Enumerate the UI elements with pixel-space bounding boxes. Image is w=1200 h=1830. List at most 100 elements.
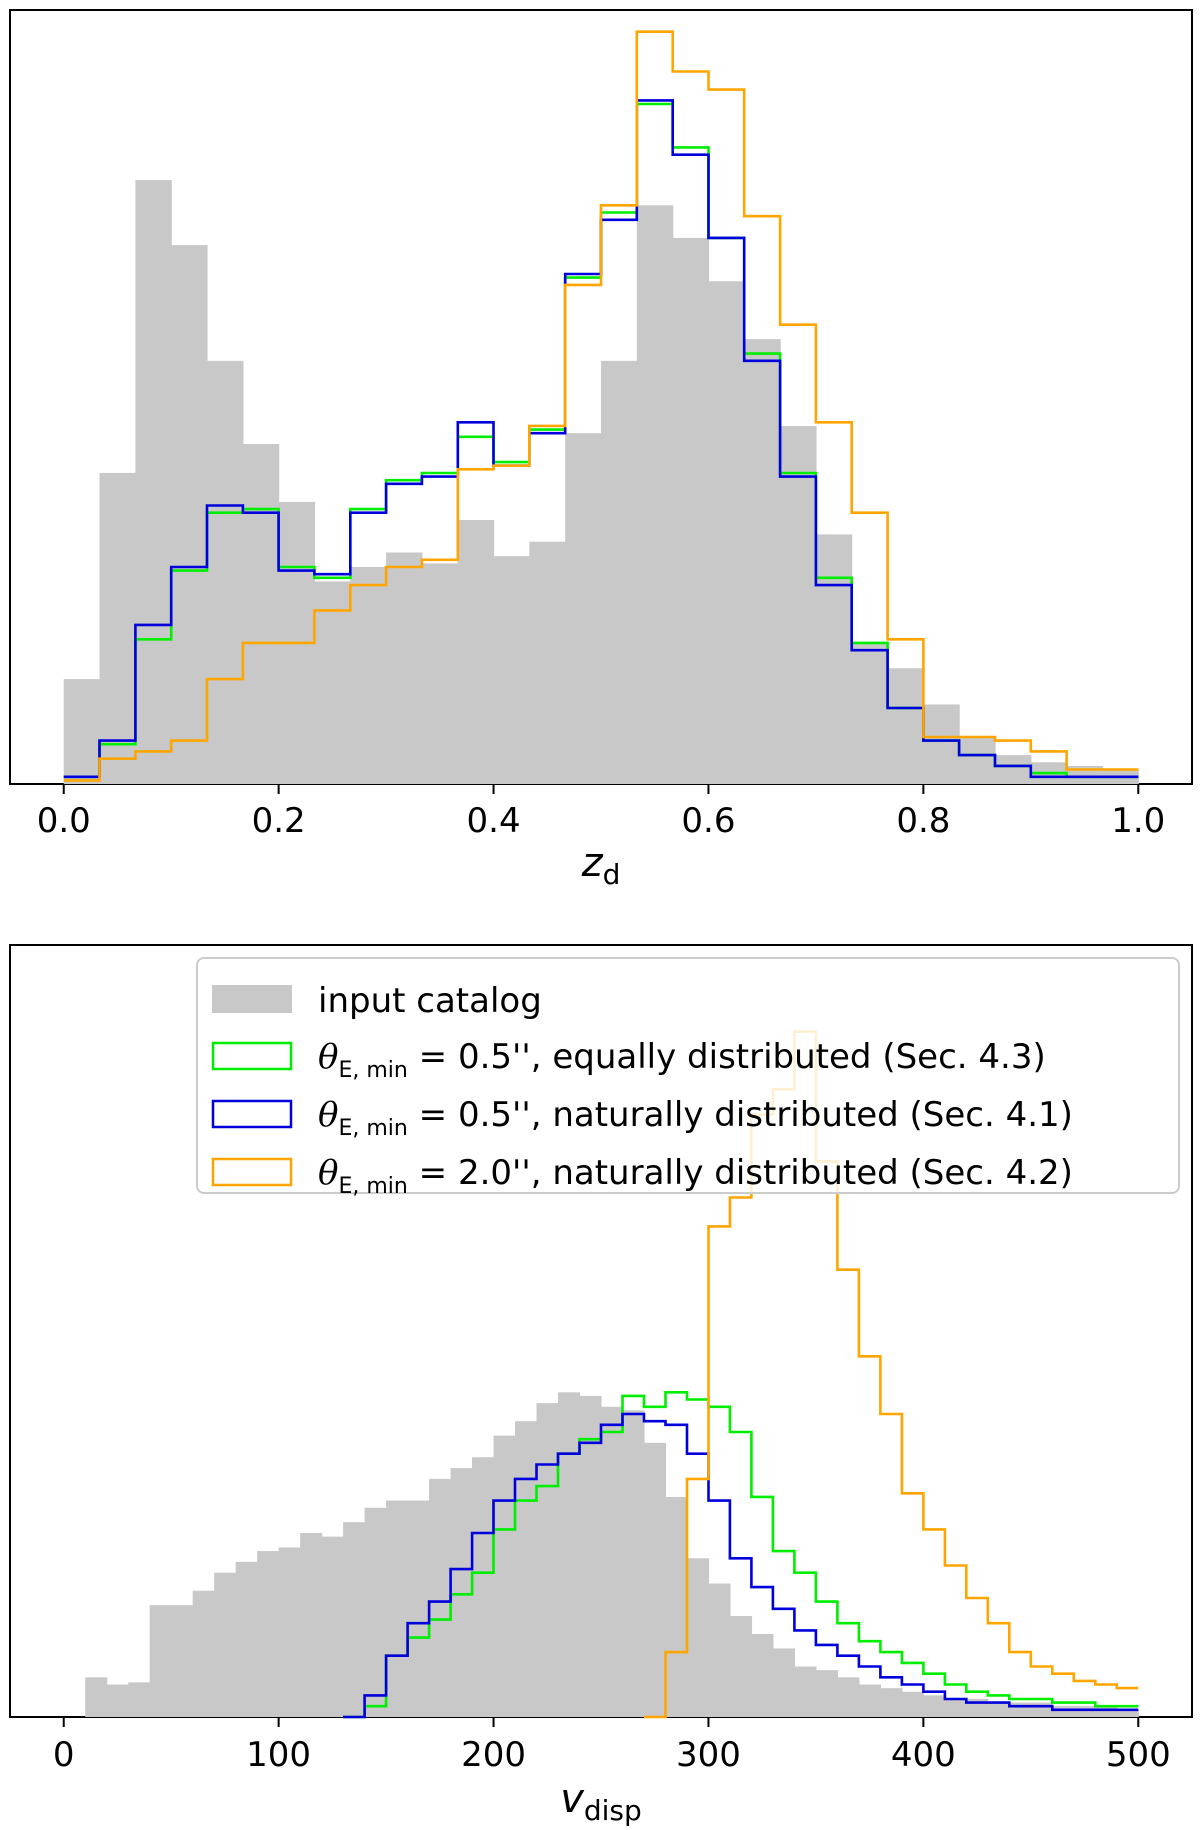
- x-tick-label: 200: [461, 1735, 526, 1775]
- catalog-bar: [99, 472, 136, 784]
- catalog-bar: [851, 642, 889, 784]
- step-series-1: [343, 1391, 1139, 1719]
- catalog-bar: [1052, 1706, 1075, 1717]
- legend-swatch-equally-05: [211, 1041, 293, 1071]
- x-tick-label: 300: [676, 1735, 741, 1775]
- x-tick-label: 0.2: [252, 801, 306, 841]
- x-axis-label-bottom: vdisp: [560, 1776, 642, 1827]
- x-tick-label: 0.8: [896, 801, 950, 841]
- legend-swatch-naturally-20: [211, 1157, 293, 1187]
- catalog-bar: [744, 339, 781, 784]
- catalog-bar: [794, 1666, 817, 1717]
- catalog-bar: [63, 679, 101, 784]
- catalog-bar: [901, 1691, 924, 1717]
- catalog-bar: [242, 444, 280, 784]
- catalog-bar: [1116, 1709, 1139, 1717]
- catalog-bar: [558, 1392, 581, 1717]
- catalog-bar: [457, 519, 495, 784]
- catalog-bar: [858, 1684, 881, 1717]
- x-tick-label: 0.0: [37, 801, 91, 841]
- catalog-bar: [772, 1648, 796, 1717]
- catalog-bar: [944, 1698, 967, 1717]
- catalog-bar: [643, 1442, 667, 1717]
- x-tick-label: 0.4: [467, 801, 521, 841]
- catalog-bar: [995, 755, 1032, 784]
- catalog-bar: [106, 1684, 129, 1717]
- catalog-bar: [321, 1536, 344, 1717]
- step-lines-bottom: [343, 1030, 1139, 1719]
- catalog-bar: [85, 1677, 108, 1717]
- legend-label-catalog: input catalog: [318, 981, 542, 1021]
- catalog-bar: [149, 1605, 172, 1717]
- catalog-bar: [837, 1677, 860, 1717]
- catalog-bar: [515, 1421, 538, 1717]
- catalog-bar: [815, 534, 853, 784]
- catalog-bar: [493, 1435, 516, 1717]
- catalog-bar: [386, 1500, 409, 1717]
- x-tick-label: 1.0: [1111, 801, 1165, 841]
- catalog-bar: [450, 1468, 473, 1717]
- catalog-bar: [708, 1583, 731, 1717]
- catalog-bar: [565, 433, 602, 784]
- catalog-bar: [672, 237, 710, 785]
- catalog-bar: [579, 1395, 602, 1717]
- step-lines-top: [63, 30, 1139, 782]
- catalog-bar: [206, 360, 244, 784]
- catalog-bar: [386, 552, 423, 784]
- step-series-3: [63, 30, 1139, 782]
- legend: input catalog θE, min = 0.5'', equally d…: [196, 957, 1180, 1199]
- catalog-bar: [1073, 1706, 1096, 1717]
- catalog-bar: [278, 1547, 301, 1717]
- catalog-bar: [235, 1561, 258, 1717]
- catalog-bar: [1095, 1706, 1118, 1717]
- x-tick-label: 0.6: [681, 801, 735, 841]
- x-ticks-bottom: 0 100 200 300 400 500: [53, 1717, 1171, 1775]
- legend-box: [196, 957, 1180, 1194]
- x-tick-label: 100: [246, 1735, 311, 1775]
- catalog-bar: [622, 1410, 645, 1717]
- catalog-bar: [923, 704, 960, 784]
- catalog-bar: [923, 1695, 946, 1717]
- catalog-bar: [601, 1406, 624, 1717]
- legend-swatch-naturally-05: [211, 1099, 293, 1129]
- catalog-bar: [128, 1682, 151, 1717]
- catalog-bar: [472, 1457, 495, 1717]
- catalog-bar: [407, 1500, 430, 1717]
- x-ticks-top: 0.0 0.2 0.4 0.6 0.8 1.0: [37, 784, 1165, 841]
- catalog-bar: [429, 1478, 452, 1717]
- catalog-bar: [880, 1688, 903, 1717]
- catalog-bar: [959, 736, 996, 784]
- catalog-bar: [214, 1572, 237, 1717]
- step-series-2: [343, 1412, 1139, 1719]
- catalog-bar: [192, 1590, 215, 1717]
- catalog-bar: [751, 1634, 774, 1717]
- catalog-bar: [343, 1522, 366, 1717]
- redshift-histogram-panel: 0.0 0.2 0.4 0.6 0.8 1.0 zd: [9, 9, 1193, 891]
- catalog-bar: [686, 1558, 710, 1717]
- catalog-bar: [887, 668, 924, 784]
- x-tick-label: 0: [53, 1735, 75, 1775]
- catalog-bar: [987, 1702, 1010, 1717]
- catalog-bar: [815, 1670, 838, 1717]
- catalog-bar: [300, 1533, 323, 1717]
- legend-label-naturally-20: θE, min = 2.0'', naturally distributed (…: [318, 1153, 1073, 1199]
- catalog-bar: [636, 205, 674, 784]
- catalog-bar: [493, 556, 530, 784]
- catalog-bar: [665, 1496, 688, 1717]
- catalog-bar: [135, 179, 172, 784]
- catalog-bar: [171, 1605, 194, 1717]
- catalog-bar: [171, 245, 208, 785]
- catalog-bar: [314, 581, 351, 784]
- x-tick-label: 400: [891, 1735, 956, 1775]
- catalog-bar: [536, 1403, 559, 1717]
- catalog-bar: [257, 1551, 280, 1717]
- catalog-bar: [729, 1615, 753, 1717]
- catalog-bar: [350, 566, 387, 784]
- catalog-bar: [601, 360, 638, 784]
- catalog-bar: [780, 425, 817, 784]
- x-axis-label-top: zd: [581, 840, 621, 891]
- x-tick-label: 500: [1106, 1735, 1171, 1775]
- velocity-dispersion-histogram-panel: 0 100 200 300 400 500 vdisp input catalog θE,…: [9, 944, 1193, 1827]
- catalog-bar: [421, 563, 459, 784]
